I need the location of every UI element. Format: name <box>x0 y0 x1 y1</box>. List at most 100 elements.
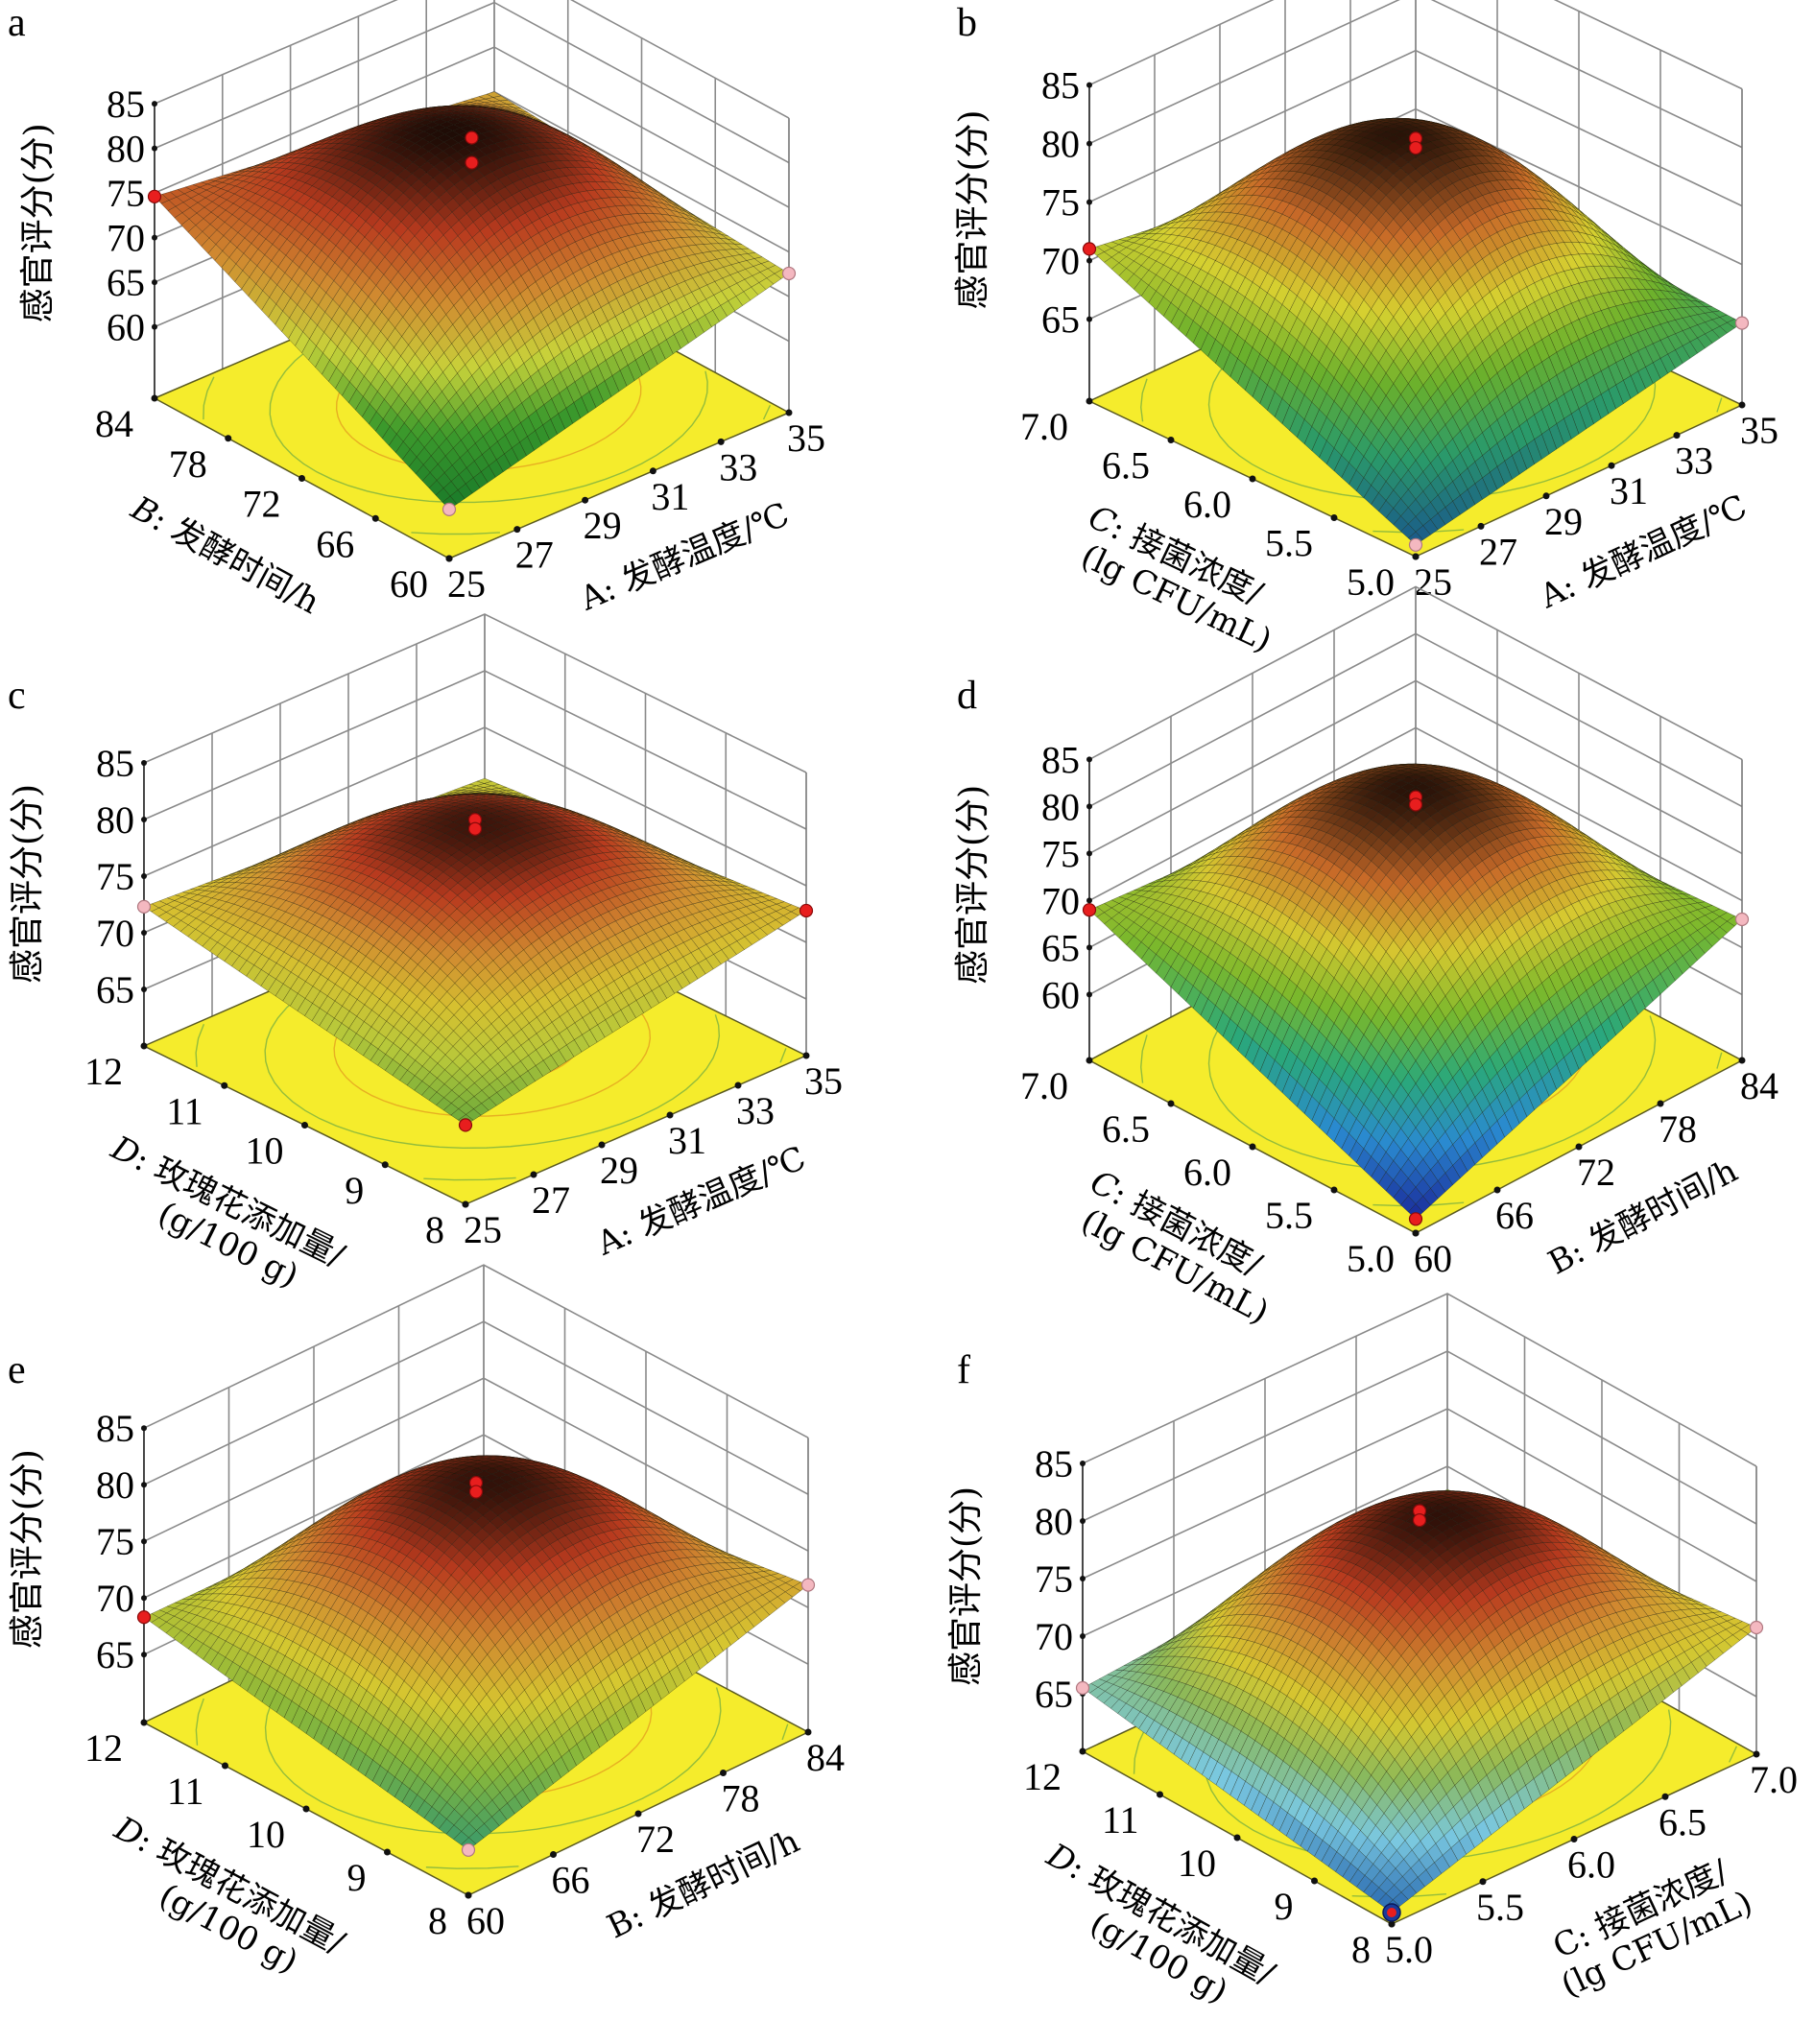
y-tick-label: 66 <box>316 522 354 565</box>
panel-label: c <box>8 674 26 718</box>
y-tick-label: 8 <box>425 1208 444 1251</box>
x-tick-label: 33 <box>1675 440 1713 483</box>
y-tick-mark <box>381 1161 389 1169</box>
y-tick-label: 72 <box>243 483 281 526</box>
panel-label: a <box>8 1 26 45</box>
y-axis-title: B: 发酵时间/h <box>124 488 325 622</box>
contour-line <box>203 376 215 420</box>
z-axis-title: 感官评分(分) <box>18 123 58 322</box>
z-tick-label: 75 <box>107 172 145 215</box>
y-tick-mark <box>298 475 305 482</box>
z-tick-mark <box>141 986 147 992</box>
x-tick-mark <box>1477 522 1485 530</box>
design-point-marker <box>465 131 479 145</box>
z-tick-label: 65 <box>1041 298 1080 342</box>
y-tick-label: 78 <box>169 442 207 486</box>
x-tick-mark <box>785 409 793 416</box>
x-tick-mark <box>598 1141 606 1149</box>
factor-name: : 发酵温度/℃ <box>1556 487 1753 606</box>
response-surface <box>154 91 790 511</box>
z-axis-title: 感官评分(分) <box>953 110 992 310</box>
z-tick-mark <box>152 145 157 152</box>
y-tick-mark <box>371 514 379 522</box>
wall-gridline <box>1088 0 1743 90</box>
x-tick-label: 27 <box>1479 530 1517 573</box>
y-tick-mark <box>1167 437 1175 443</box>
z-tick-mark <box>152 323 157 330</box>
y-tick-mark <box>140 1042 148 1050</box>
y-tick-mark <box>225 435 232 442</box>
y-tick-label: 11 <box>166 1089 203 1132</box>
design-point-marker <box>1082 242 1097 256</box>
contour-line <box>411 532 500 535</box>
z-tick-label: 85 <box>1041 64 1080 107</box>
response-surface <box>143 777 807 1126</box>
panel-label: b <box>957 1 977 45</box>
surface-plot-c: 252729313335891011128580757065感官评分(分)A: … <box>8 613 843 1295</box>
design-point-marker <box>1408 140 1423 155</box>
x-tick-label: 35 <box>1740 409 1778 452</box>
z-tick-mark <box>1086 316 1092 322</box>
z-tick-mark <box>1086 257 1092 264</box>
design-point-marker <box>442 502 457 516</box>
panel-a: a 25 27 29 31 33 35 60 66 72 78 84 85 80 75 70 65 60 感官评分… <box>0 0 907 681</box>
z-tick-mark <box>1086 140 1092 147</box>
x-tick-label: 25 <box>1414 560 1452 604</box>
x-tick-mark <box>666 1111 674 1119</box>
z-tick-mark <box>1086 199 1092 205</box>
surface-plot-b: 2527293133355.05.56.06.57.08580757065感官评… <box>953 0 1778 660</box>
x-tick-mark <box>1673 432 1681 440</box>
z-tick-mark <box>141 760 147 766</box>
z-tick-label: 80 <box>1041 123 1080 166</box>
z-tick-mark <box>141 930 147 936</box>
z-tick-label: 65 <box>96 968 134 1011</box>
z-tick-label: 75 <box>96 855 134 898</box>
z-tick-label: 85 <box>96 742 134 785</box>
contour-line <box>1140 378 1148 422</box>
x-tick-mark <box>1542 492 1550 500</box>
factor-name: : 发酵温度/℃ <box>596 495 795 609</box>
x-tick-label: 31 <box>1610 469 1648 512</box>
z-tick-mark <box>141 817 147 822</box>
x-tick-mark <box>734 1081 742 1089</box>
y-tick-mark <box>301 1122 308 1129</box>
y-tick-label: 9 <box>345 1169 364 1212</box>
x-tick-label: 25 <box>464 1208 502 1251</box>
contour-line <box>762 404 772 420</box>
y-tick-label: 5.5 <box>1265 522 1313 565</box>
y-tick-mark <box>221 1081 228 1089</box>
y-tick-mark <box>1330 514 1338 521</box>
z-tick-label: 80 <box>96 798 134 842</box>
y-tick-mark <box>1249 475 1256 483</box>
y-tick-mark <box>1412 553 1420 560</box>
design-point-marker <box>1734 316 1750 330</box>
design-point-marker <box>1408 537 1423 552</box>
x-tick-label: 27 <box>532 1178 570 1222</box>
z-tick-mark <box>152 101 157 107</box>
y-tick-label: 84 <box>95 402 133 445</box>
x-tick-label: 33 <box>719 445 757 488</box>
y-axis-title-line1: B: 发酵时间/h <box>124 488 325 622</box>
y-tick-label: 12 <box>84 1050 123 1093</box>
y-tick-mark <box>1086 397 1093 405</box>
contour-line <box>195 1024 205 1067</box>
design-point-marker <box>465 155 479 170</box>
z-tick-label: 70 <box>1041 240 1080 283</box>
x-tick-label: 35 <box>804 1059 843 1103</box>
wall-gridline <box>154 0 790 119</box>
z-tick-label: 75 <box>1041 181 1080 225</box>
z-tick-mark <box>152 234 157 241</box>
y-tick-label: 60 <box>390 562 428 606</box>
design-points <box>147 131 797 516</box>
x-tick-mark <box>513 526 521 534</box>
x-tick-mark <box>582 496 589 504</box>
z-tick-label: 85 <box>107 83 145 126</box>
design-point-marker <box>781 266 797 281</box>
y-tick-mark <box>445 555 453 562</box>
response-surface <box>1088 117 1743 546</box>
contour-line <box>423 1176 516 1181</box>
z-tick-mark <box>152 279 157 286</box>
z-tick-mark <box>141 873 147 879</box>
